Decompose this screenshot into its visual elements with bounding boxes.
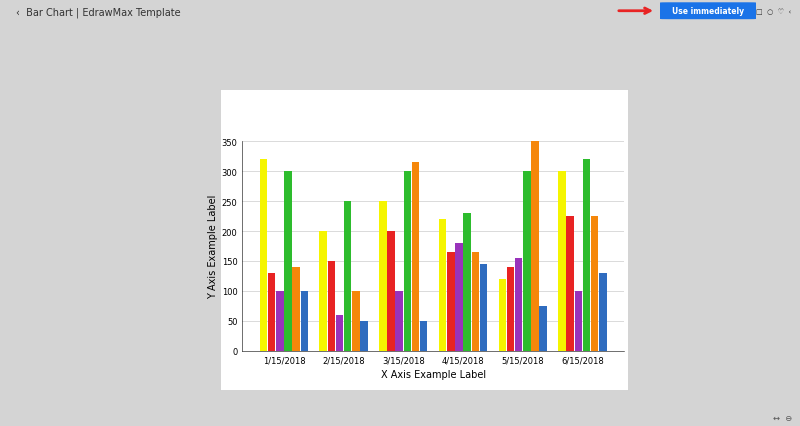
Text: Use immediately: Use immediately [672, 7, 744, 16]
FancyBboxPatch shape [660, 3, 756, 20]
Bar [301, 291, 308, 351]
Text: □  ○  ♡  ‹: □ ○ ♡ ‹ [756, 9, 791, 15]
Bar [319, 232, 327, 351]
Bar [336, 315, 343, 351]
Bar [523, 172, 530, 351]
Bar [506, 267, 514, 351]
Bar [293, 267, 300, 351]
Bar [480, 264, 487, 351]
X-axis label: X Axis Example Label: X Axis Example Label [381, 369, 486, 379]
Text: Example Bar Chart: Example Bar Chart [234, 107, 422, 125]
Bar [566, 217, 574, 351]
Bar [268, 273, 275, 351]
Bar [591, 217, 598, 351]
Bar [498, 279, 506, 351]
Bar [420, 321, 427, 351]
Bar [447, 252, 454, 351]
Bar [395, 291, 403, 351]
Bar [471, 252, 479, 351]
Bar [539, 306, 547, 351]
Y-axis label: Y Axis Example Label: Y Axis Example Label [207, 194, 218, 299]
Bar [344, 202, 351, 351]
Bar [379, 202, 386, 351]
Bar [455, 244, 462, 351]
Bar [558, 172, 566, 351]
Bar [404, 172, 411, 351]
Bar [599, 273, 606, 351]
Bar [412, 163, 419, 351]
Bar [260, 160, 267, 351]
Bar [387, 232, 395, 351]
Text: ‹  Bar Chart | EdrawMax Template: ‹ Bar Chart | EdrawMax Template [16, 8, 181, 18]
Bar [574, 291, 582, 351]
Bar [284, 172, 292, 351]
Bar [360, 321, 368, 351]
Bar [463, 214, 471, 351]
Bar [276, 291, 284, 351]
Bar [515, 258, 522, 351]
Bar [328, 261, 335, 351]
Bar [582, 160, 590, 351]
Text: ↔  ⊖: ↔ ⊖ [773, 413, 792, 422]
Bar [531, 118, 538, 351]
Bar [439, 220, 446, 351]
Bar [352, 291, 360, 351]
